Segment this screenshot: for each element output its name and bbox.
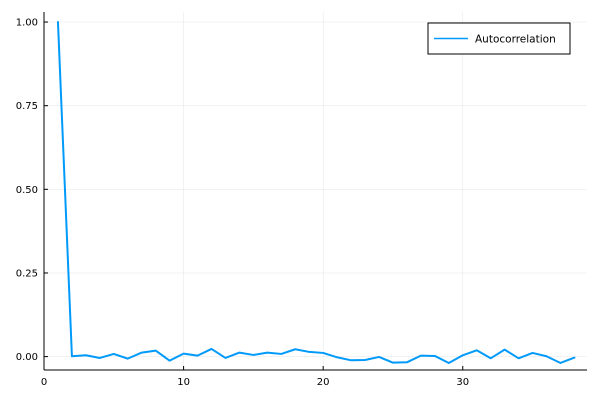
data-point-0-37 [573, 357, 575, 359]
data-point-0-21 [350, 359, 352, 361]
tick-labels: 0 10 20 30 0.00 0.25 0.50 0.75 1.00 [16, 18, 469, 388]
y-tick-label-2: 0.50 [16, 185, 38, 196]
x-tick-label-2: 20 [317, 377, 330, 388]
data-point-0-11 [211, 348, 213, 350]
legend: Autocorrelation [427, 22, 571, 55]
data-point-0-34 [532, 352, 534, 354]
data-point-0-12 [224, 357, 226, 359]
data-point-0-30 [476, 349, 478, 351]
data-point-0-24 [392, 362, 394, 364]
x-tick-label-0: 0 [41, 377, 47, 388]
y-tick-label-1: 0.25 [16, 268, 38, 279]
data-point-0-10 [197, 355, 199, 357]
data-point-0-36 [559, 362, 561, 364]
data-point-0-13 [238, 352, 240, 354]
data-point-0-29 [462, 354, 464, 356]
x-tick-label-3: 30 [456, 377, 469, 388]
data-point-0-22 [364, 359, 366, 361]
data-point-0-18 [308, 351, 310, 353]
data-point-0-19 [322, 352, 324, 354]
data-point-0-9 [183, 353, 185, 355]
y-tick-label-0: 0.00 [16, 352, 38, 363]
data-point-0-17 [294, 348, 296, 350]
data-point-0-14 [252, 354, 254, 356]
series-line-0 [56, 21, 576, 364]
axes [43, 12, 587, 371]
data-point-0-0 [57, 21, 59, 23]
data-point-0-4 [113, 353, 115, 355]
x-tick-label-1: 10 [177, 377, 190, 388]
legend-label-autocorrelation: Autocorrelation [475, 34, 556, 46]
data-point-0-26 [420, 355, 422, 357]
data-point-0-15 [266, 352, 268, 354]
data-point-0-27 [434, 355, 436, 357]
series-lines [56, 21, 576, 364]
data-point-0-16 [280, 353, 282, 355]
y-tick-label-3: 0.75 [16, 101, 38, 112]
data-point-0-33 [518, 357, 520, 359]
grid [43, 12, 587, 370]
data-point-0-25 [406, 361, 408, 363]
data-point-0-31 [490, 357, 492, 359]
y-tick-label-4: 1.00 [16, 18, 38, 29]
data-point-0-1 [71, 355, 73, 357]
data-point-0-5 [127, 358, 129, 360]
data-point-0-32 [504, 349, 506, 351]
data-point-0-20 [336, 356, 338, 358]
data-point-0-6 [141, 352, 143, 354]
data-point-0-23 [378, 356, 380, 358]
data-point-0-28 [448, 362, 450, 364]
data-point-0-8 [169, 360, 171, 362]
data-point-0-3 [99, 357, 101, 359]
data-point-0-35 [546, 355, 548, 357]
data-point-0-2 [85, 354, 87, 356]
data-point-0-7 [155, 350, 157, 352]
